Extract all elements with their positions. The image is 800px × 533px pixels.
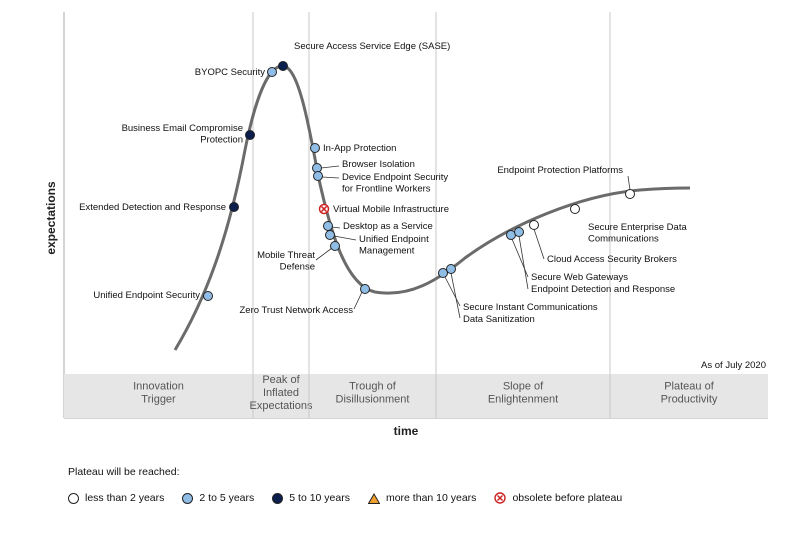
data-point xyxy=(514,227,524,237)
leader-line xyxy=(627,175,631,191)
tech-label: Unified Endpoint Security xyxy=(93,290,200,301)
leader-line xyxy=(331,226,341,229)
legend-item-lt2: less than 2 years xyxy=(68,492,164,504)
data-point xyxy=(446,264,456,274)
leader-line xyxy=(321,176,340,179)
legend-item-2to5: 2 to 5 years xyxy=(182,492,254,504)
legend-label: 5 to 10 years xyxy=(289,492,350,504)
tech-label: Device Endpoint Security for Frontline Wo… xyxy=(342,172,448,195)
data-point xyxy=(625,189,635,199)
x-axis-title: time xyxy=(394,424,419,438)
leader-line xyxy=(450,272,461,319)
leader-lines xyxy=(315,165,631,319)
data-point xyxy=(360,284,370,294)
legend-label: more than 10 years xyxy=(385,492,477,504)
light-blue-circle-icon xyxy=(182,492,194,504)
tech-label: Endpoint Protection Platforms xyxy=(497,165,623,176)
as-of-note: As of July 2020 xyxy=(701,360,766,371)
data-point xyxy=(203,291,213,301)
leader-line xyxy=(444,276,461,307)
data-point xyxy=(278,61,288,71)
leader-line xyxy=(320,165,340,169)
tech-label: Virtual Mobile Infrastructure xyxy=(333,204,449,215)
leader-line xyxy=(533,228,545,260)
legend-row: less than 2 years 2 to 5 years 5 to 10 y… xyxy=(68,492,768,504)
tech-label: Business Email Compromise Protection xyxy=(122,123,243,146)
leader-line xyxy=(315,247,333,261)
obsolete-x-icon xyxy=(494,492,507,504)
tech-label: Secure Access Service Edge (SASE) xyxy=(294,41,450,52)
point-obsolete xyxy=(318,203,330,215)
phase-label: Slope of Enlightenment xyxy=(488,381,558,406)
phase-label: Plateau of Productivity xyxy=(661,381,718,406)
leader-line xyxy=(333,235,357,241)
tech-label: Mobile Threat Defense xyxy=(257,250,315,273)
labels-layer: Unified Endpoint Security Extended Detect… xyxy=(79,41,687,325)
tech-label: Unified Endpoint Management xyxy=(359,234,429,257)
phase-band: Innovation Trigger Peak of Inflated Expectat… xyxy=(64,12,768,418)
legend-label: 2 to 5 years xyxy=(199,492,255,504)
legend-item-gt10: more than 10 years xyxy=(367,492,477,504)
legend-label: obsolete before plateau xyxy=(512,492,623,504)
leader-line xyxy=(518,235,529,290)
tech-label: Extended Detection and Response xyxy=(79,202,226,213)
phase-band-bg xyxy=(64,374,768,418)
tech-label: Secure Web Gateways xyxy=(531,272,628,283)
data-point xyxy=(267,67,277,77)
legend-label: less than 2 years xyxy=(85,492,165,504)
legend: Plateau will be reached: less than 2 yea… xyxy=(68,466,768,504)
data-point xyxy=(229,202,239,212)
leader-line xyxy=(353,291,363,310)
tech-label: Endpoint Detection and Response xyxy=(531,284,675,295)
orange-triangle-icon xyxy=(367,492,380,504)
leader-line xyxy=(511,238,529,278)
tech-label: Zero Trust Network Access xyxy=(239,305,353,316)
data-point xyxy=(330,241,340,251)
tech-label: Cloud Access Security Brokers xyxy=(547,254,677,265)
legend-item-obsolete: obsolete before plateau xyxy=(494,492,622,504)
tech-label: Data Sanitization xyxy=(463,314,535,325)
white-circle-icon xyxy=(68,492,79,504)
tech-label: Secure Enterprise Data Communications xyxy=(588,222,687,245)
legend-item-5to10: 5 to 10 years xyxy=(272,492,350,504)
data-point xyxy=(313,171,323,181)
data-point xyxy=(438,268,448,278)
dark-blue-circle-icon xyxy=(272,492,284,504)
tech-label: Secure Instant Communications xyxy=(463,302,598,313)
tech-label: BYOPC Security xyxy=(195,67,265,78)
tech-label: In-App Protection xyxy=(323,143,396,154)
phase-label: Peak of Inflated Expectations xyxy=(250,374,313,412)
tech-label: Browser Isolation xyxy=(342,159,415,170)
phase-label: Innovation Trigger xyxy=(133,381,184,406)
data-point xyxy=(529,220,539,230)
y-axis-title: expectations xyxy=(44,181,58,255)
data-point xyxy=(325,230,335,240)
phase-label: Trough of Disillusionment xyxy=(336,381,410,406)
data-point xyxy=(570,204,580,214)
data-point xyxy=(310,143,320,153)
data-point xyxy=(245,130,255,140)
legend-title: Plateau will be reached: xyxy=(68,466,180,478)
chart-frame xyxy=(63,12,768,419)
tech-label: Desktop as a Service xyxy=(343,221,433,232)
points-layer xyxy=(203,61,635,301)
data-point xyxy=(323,221,333,231)
